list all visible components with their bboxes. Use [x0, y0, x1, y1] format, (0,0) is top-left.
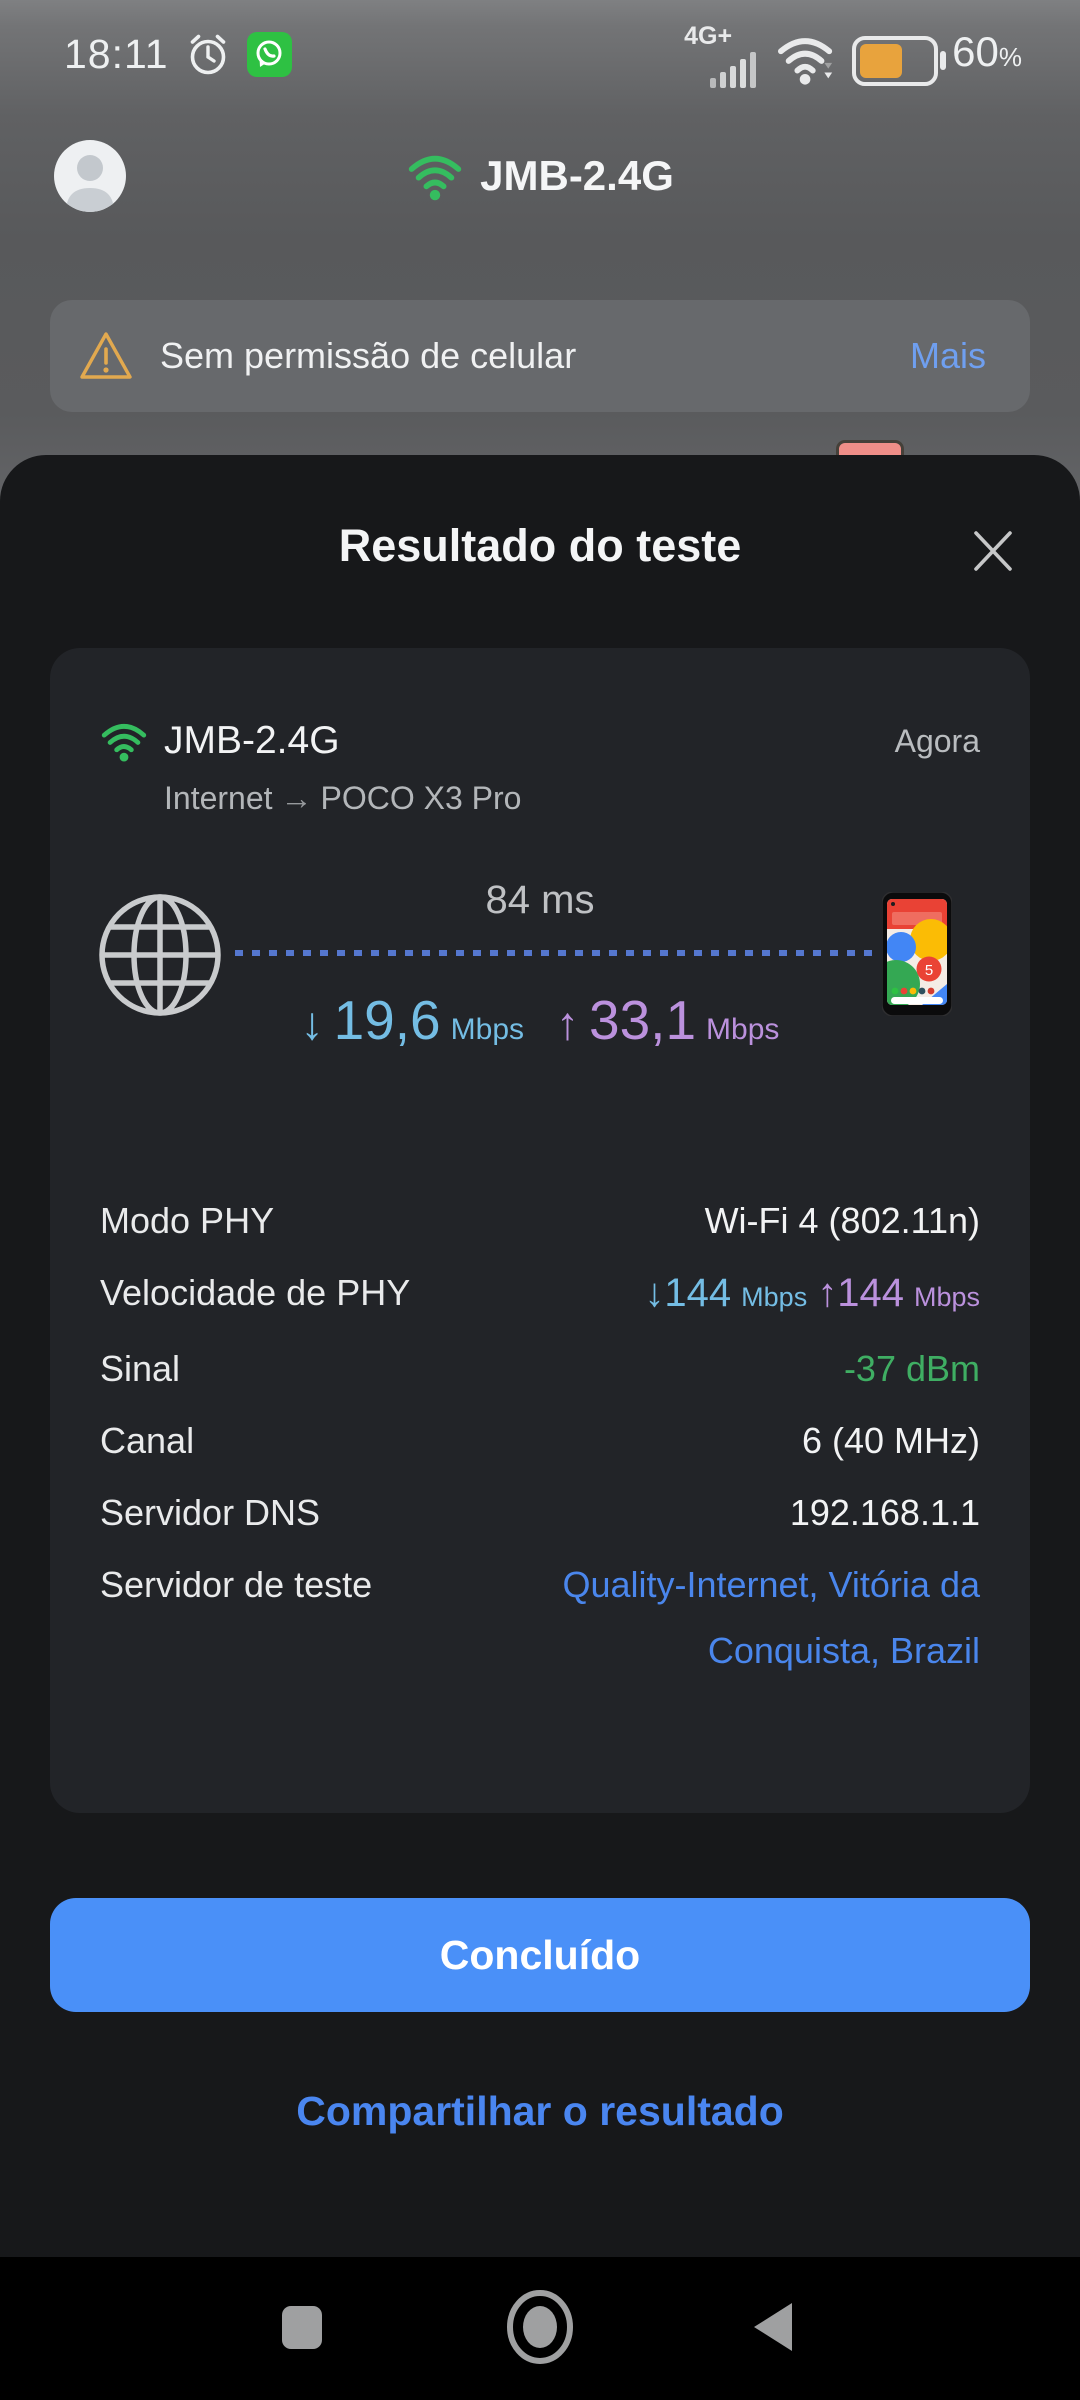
upload-value: 33,1 [589, 989, 697, 1051]
clock-time: 18:11 [64, 30, 169, 77]
download-unit: Mbps [450, 1013, 524, 1046]
battery-fill [860, 43, 903, 78]
test-path: Internet → POCO X3 Pro [164, 780, 521, 817]
download-arrow-icon: ↓ [300, 997, 324, 1049]
alarm-icon [190, 34, 225, 75]
cellular-signal-icon: 4G+ [684, 21, 762, 90]
battery-nub [940, 50, 947, 70]
phone-wallpaper-number: 5 [925, 962, 933, 979]
row-value: 192.168.1.1 [789, 1492, 980, 1533]
table-row: Sinal -37 dBm [100, 1333, 980, 1405]
row-value-phy-speed: ↓144 Mbps ↑144 Mbps [644, 1271, 980, 1315]
network-type-label: 4G+ [684, 21, 733, 50]
row-label: Servidor de teste [100, 1564, 373, 1605]
share-result-link[interactable]: Compartilhar o resultado [296, 2088, 784, 2134]
path-source: Internet [164, 780, 273, 816]
home-button[interactable] [505, 2288, 575, 2366]
permission-warning-banner[interactable]: Sem permissão de celular Mais [50, 300, 1030, 412]
battery-icon [852, 35, 947, 86]
row-value: 6 (40 MHz) [801, 1420, 980, 1461]
result-ssid: JMB-2.4G [164, 719, 340, 762]
speed-results: ↓ 19,6 Mbps ↑ 33,1 Mbps [0, 988, 1080, 1052]
path-destination: POCO X3 Pro [320, 780, 522, 816]
person-icon [66, 155, 114, 212]
download-value: 19,6 [333, 989, 441, 1051]
upload-arrow-icon: ↑ [556, 997, 579, 1049]
arrow-right-icon: → [280, 780, 313, 816]
upload-arrow-icon: ↑ [817, 1271, 838, 1315]
wifi-status-icon [778, 37, 833, 85]
wifi-icon [101, 723, 147, 762]
close-icon [974, 531, 1012, 571]
avatar[interactable] [54, 140, 126, 212]
table-row: Velocidade de PHY ↓144 Mbps ↑144 Mbps [100, 1257, 980, 1333]
row-label: Canal [100, 1420, 195, 1461]
wifi-icon [408, 155, 462, 201]
table-row: Servidor de teste Quality-Internet, Vitó… [100, 1549, 980, 1684]
row-label: Modo PHY [100, 1200, 275, 1241]
test-server-link[interactable]: Quality-Internet, Vitória da Conquista, … [562, 1564, 980, 1671]
done-button[interactable]: Concluído [50, 1898, 1030, 2012]
network-row: JMB-2.4G Agora [100, 712, 980, 770]
table-row: Servidor DNS 192.168.1.1 [100, 1477, 980, 1549]
phone-graphic: 5 [882, 892, 952, 1016]
globe-icon [99, 894, 221, 1016]
recents-button[interactable] [282, 2306, 322, 2349]
upload-unit: Mbps [706, 1013, 780, 1046]
header-network[interactable]: JMB-2.4G [0, 140, 1080, 212]
connection-dotted-line [235, 950, 880, 956]
status-bar: 18:11 4G+ [0, 18, 1080, 90]
result-timestamp: Agora [894, 722, 980, 759]
back-button[interactable] [752, 2303, 796, 2351]
dialog-title: Resultado do teste [338, 520, 742, 571]
connected-ssid: JMB-2.4G [480, 152, 674, 199]
latency-value: 84 ms [485, 878, 595, 922]
detail-rows: Modo PHY Wi-Fi 4 (802.11n) Velocidade de… [100, 1185, 980, 1684]
row-value-signal: -37 dBm [843, 1348, 980, 1389]
warning-icon [80, 332, 132, 379]
banner-more-button[interactable]: Mais [909, 335, 986, 376]
row-label: Velocidade de PHY [100, 1272, 411, 1313]
battery-percentage: 60% [952, 27, 1022, 75]
download-arrow-icon: ↓ [644, 1271, 665, 1315]
warning-text: Sem permissão de celular [160, 335, 577, 376]
test-result-card [50, 648, 1030, 1813]
close-button[interactable] [965, 523, 1021, 579]
table-row: Canal 6 (40 MHz) [100, 1405, 980, 1477]
row-label: Servidor DNS [100, 1492, 321, 1533]
row-value: Wi-Fi 4 (802.11n) [704, 1200, 980, 1241]
whatsapp-notification-icon [246, 31, 292, 77]
row-label: Sinal [100, 1348, 181, 1389]
table-row: Modo PHY Wi-Fi 4 (802.11n) [100, 1185, 980, 1257]
